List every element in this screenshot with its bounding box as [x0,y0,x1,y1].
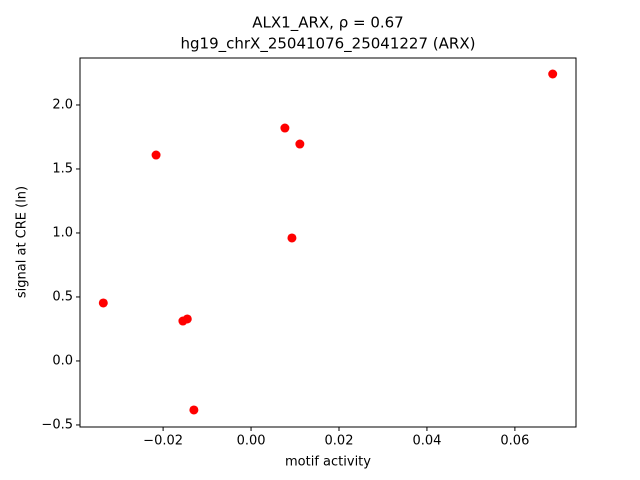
x-tick-label: −0.02 [143,434,183,449]
y-axis-label: signal at CRE (ln) [15,186,30,298]
y-tick-label: 1.0 [52,225,73,240]
point [189,405,199,415]
y-tick-label: 1.5 [52,161,73,176]
x-tick-label: 0.06 [500,434,529,449]
point [182,314,192,324]
chart-subtitle: hg19_chrX_25041076_25041227 (ARX) [181,35,476,54]
chart-title: ALX1_ARX, ρ = 0.67 [252,14,403,33]
point [287,233,297,243]
point [98,298,108,308]
plot-frame [79,57,577,428]
x-tick-label: 0.00 [237,434,266,449]
x-tick-label: 0.02 [325,434,354,449]
point [280,123,290,133]
point [295,139,305,149]
y-tick-label: 0.5 [52,289,73,304]
y-tick-label: −0.5 [41,417,73,432]
point [548,69,558,79]
point [151,150,161,160]
x-tick-label: 0.04 [412,434,441,449]
y-tick-label: 0.0 [52,353,73,368]
x-axis-label: motif activity [285,455,371,470]
y-tick-label: 2.0 [52,97,73,112]
